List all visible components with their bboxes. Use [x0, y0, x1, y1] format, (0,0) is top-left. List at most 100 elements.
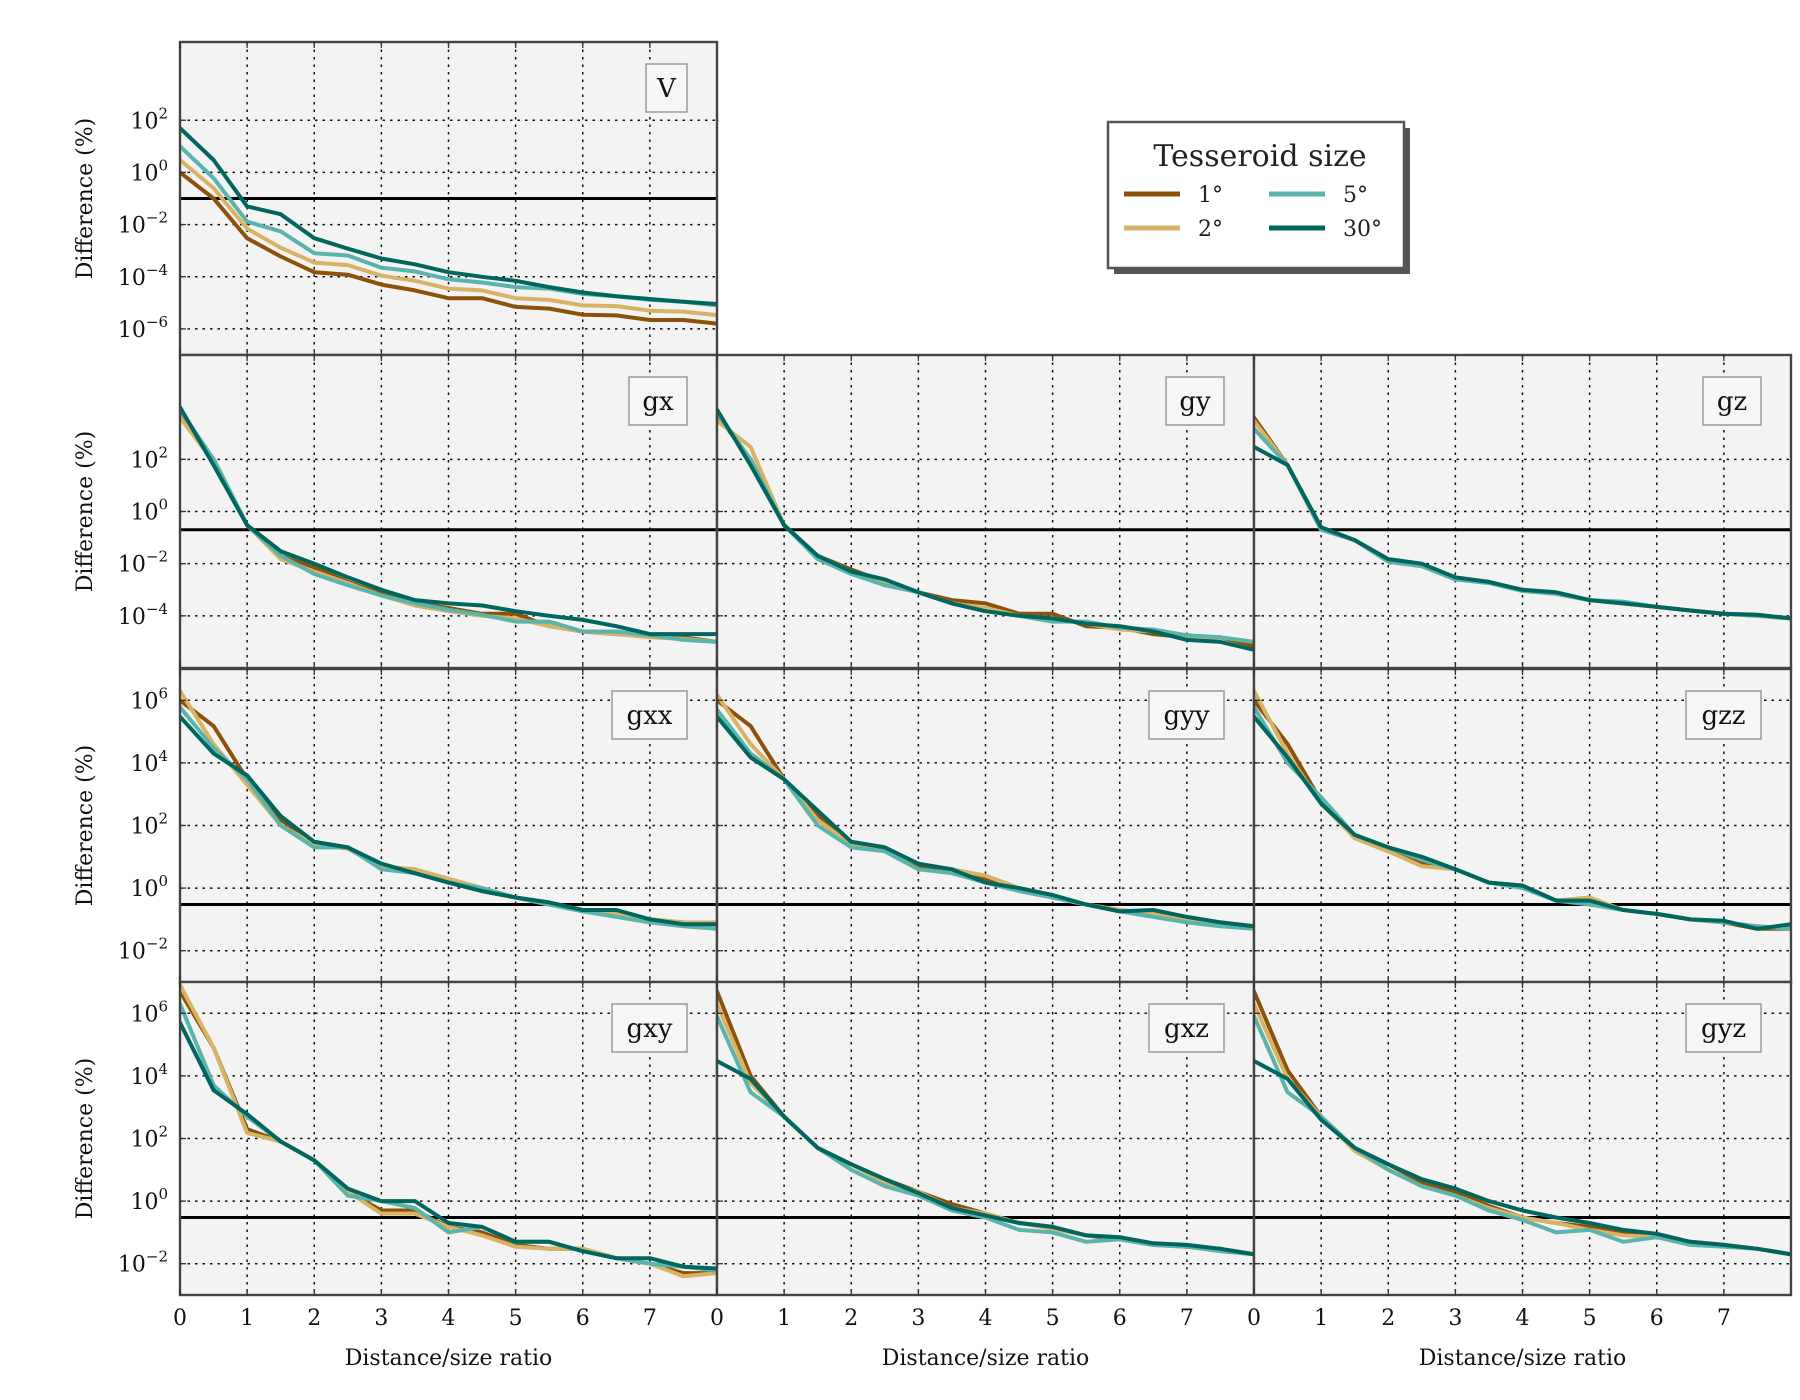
panel-label-box — [611, 1003, 688, 1053]
x-tick-label: 4 — [1516, 1306, 1530, 1331]
panel-label-box — [645, 63, 688, 113]
y-axis-label: Difference (%) — [73, 745, 98, 906]
y-tick-label: 102 — [130, 810, 168, 840]
panel-gz: gz — [1252, 353, 1793, 670]
y-tick-label: 102 — [130, 104, 168, 134]
plot-area — [180, 355, 717, 668]
legend-entry: 2° — [1124, 217, 1223, 242]
series-line-30deg — [1254, 444, 1791, 621]
panel-label: gxx — [627, 701, 673, 731]
legend-entry: 1° — [1124, 183, 1223, 208]
x-axis-label: Distance/size ratio — [882, 1346, 1090, 1371]
x-tick-label: 7 — [1717, 1306, 1731, 1331]
legend-title: Tesseroid size — [1153, 139, 1366, 174]
y-tick-label: 100 — [130, 1185, 168, 1215]
x-tick-label: 2 — [844, 1306, 858, 1331]
series-group — [1254, 415, 1791, 621]
legend-entry: 5° — [1269, 183, 1368, 208]
series-line-30deg — [180, 1020, 717, 1271]
x-tick-label: 5 — [509, 1306, 523, 1331]
y-axis-label: Difference (%) — [73, 118, 98, 279]
series-line-30deg — [180, 405, 717, 637]
y-axis-label: Difference (%) — [73, 1058, 98, 1219]
series-line-1deg — [180, 170, 717, 326]
series-line-30deg — [1254, 714, 1791, 931]
series-line-30deg — [717, 407, 1254, 652]
y-tick-label: 104 — [130, 747, 168, 777]
panel-label: gyy — [1163, 701, 1209, 731]
x-tick-label: 3 — [374, 1306, 388, 1331]
x-tick-label: 4 — [442, 1306, 456, 1331]
y-tick-label: 100 — [130, 496, 168, 526]
x-axis-label: Distance/size ratio — [345, 1346, 553, 1371]
panel-label: gzz — [1701, 701, 1745, 731]
x-tick-label: 5 — [1583, 1306, 1597, 1331]
x-tick-label: 6 — [1113, 1306, 1127, 1331]
series-group — [1254, 688, 1791, 931]
y-tick-label: 100 — [130, 156, 168, 186]
panel-label-box — [1702, 376, 1762, 426]
x-tick-label: 0 — [710, 1306, 724, 1331]
series-line-30deg — [180, 714, 717, 927]
panel-label: gz — [1717, 387, 1747, 417]
panel-label: gxz — [1164, 1014, 1209, 1044]
series-line-30deg — [717, 714, 1254, 929]
panel-label-box — [1148, 1003, 1225, 1053]
x-tick-label: 2 — [307, 1306, 321, 1331]
panel-gzz: gzz — [1252, 667, 1793, 984]
x-tick-label: 1 — [777, 1306, 791, 1331]
y-tick-label: 10−2 — [118, 548, 168, 578]
x-tick-label: 6 — [576, 1306, 590, 1331]
panel-label: gx — [642, 387, 674, 417]
x-tick-label: 3 — [1448, 1306, 1462, 1331]
series-line-2deg — [180, 158, 717, 318]
panel-label-box — [1165, 376, 1225, 426]
panel-label-box — [1685, 690, 1762, 740]
y-tick-label: 10−2 — [118, 935, 168, 965]
panel-label-box — [611, 690, 688, 740]
panel-label: gyz — [1701, 1014, 1746, 1044]
series-line-30deg — [180, 126, 717, 306]
series-group — [180, 126, 717, 326]
panel-gx: 10−4 10−2 100 102 Difference (%) gx — [73, 353, 719, 670]
series-group — [180, 983, 717, 1279]
y-tick-label: 10−4 — [118, 600, 168, 630]
legend: Tesseroid size 1° 2° 5° 30° — [1106, 120, 1410, 274]
plot-area — [717, 355, 1254, 668]
y-tick-label: 106 — [130, 684, 168, 714]
legend-label: 30° — [1343, 217, 1382, 242]
y-tick-label: 10−4 — [118, 261, 168, 291]
legend-label: 5° — [1343, 183, 1368, 208]
legend-label: 1° — [1198, 183, 1223, 208]
panel-label-box — [1685, 1003, 1762, 1053]
series-group — [717, 407, 1254, 652]
panel-gy: gy — [715, 353, 1256, 670]
x-tick-label: 0 — [1247, 1306, 1261, 1331]
series-group — [717, 989, 1254, 1257]
x-tick-label: 5 — [1046, 1306, 1060, 1331]
panel-label: V — [656, 74, 677, 104]
x-tick-label: 3 — [911, 1306, 925, 1331]
series-line-30deg — [1254, 1059, 1791, 1257]
x-tick-label: 2 — [1381, 1306, 1395, 1331]
x-tick-label: 0 — [173, 1306, 187, 1331]
plot-area — [1254, 355, 1791, 668]
legend-entries: 1° 2° 5° 30° — [1124, 183, 1382, 242]
series-group — [717, 692, 1254, 931]
y-tick-label: 10−6 — [118, 313, 168, 343]
x-tick-label: 7 — [1180, 1306, 1194, 1331]
y-tick-label: 104 — [130, 1060, 168, 1090]
panel-gxx: 10−2 100 102 104 106 Difference (%) gxx — [73, 667, 719, 984]
series-line-2deg — [717, 692, 1254, 929]
panel-gyz: 0 1 2 3 4 5 6 7 Distance/size ratio gyz — [1247, 980, 1793, 1371]
series-group — [1254, 989, 1791, 1257]
y-tick-label: 102 — [130, 443, 168, 473]
panel-gxy: 10−2 100 102 104 106 Difference (%) 0 1 2 3 4 5 6 7 Di… — [73, 980, 719, 1371]
y-tick-label: 10−2 — [118, 1248, 168, 1278]
series-line-5deg — [180, 407, 717, 644]
series-group — [180, 688, 717, 931]
x-tick-label: 6 — [1650, 1306, 1664, 1331]
x-axis-label: Distance/size ratio — [1419, 1346, 1627, 1371]
